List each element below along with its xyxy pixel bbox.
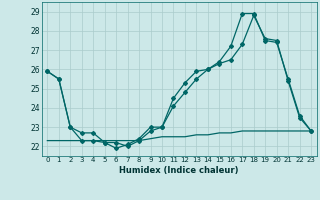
X-axis label: Humidex (Indice chaleur): Humidex (Indice chaleur)	[119, 166, 239, 175]
